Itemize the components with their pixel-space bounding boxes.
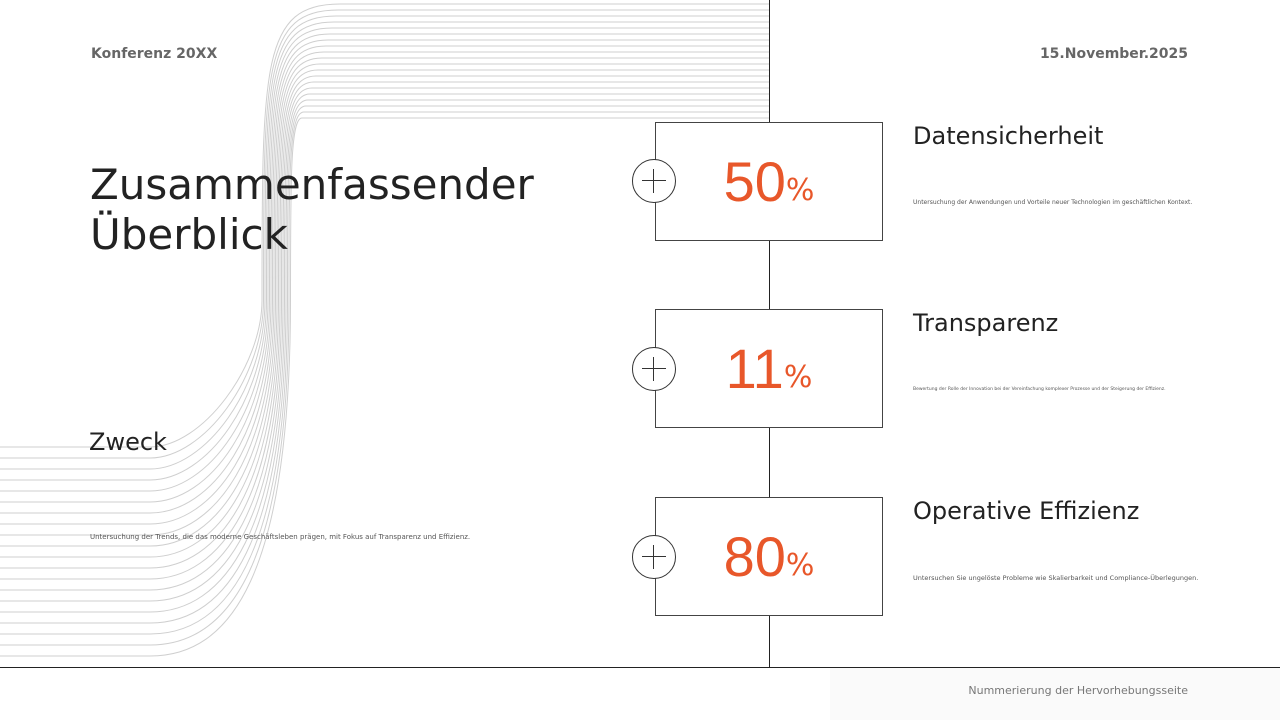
stat-unit: % [785, 173, 815, 208]
footer-divider [0, 667, 1280, 668]
plus-icon[interactable] [632, 347, 676, 391]
decorative-curve [0, 117, 769, 657]
stat-value: 50 [723, 150, 786, 213]
footer-area [830, 668, 1280, 720]
item-text: Bewertung der Rolle der Innovation bei d… [913, 387, 1166, 392]
decorative-curve [0, 21, 769, 481]
decorative-curve [0, 87, 769, 602]
decorative-curve [0, 63, 769, 558]
decorative-curve [0, 27, 769, 492]
decorative-curve [0, 93, 769, 613]
decorative-curve [0, 81, 769, 591]
item-text: Untersuchung der Anwendungen und Vorteil… [913, 199, 1193, 206]
conference-label: Konferenz 20XX [91, 46, 218, 62]
decorative-curve [0, 39, 769, 514]
decorative-curve [0, 33, 769, 503]
decorative-curve [0, 57, 769, 547]
decorative-curve [0, 45, 769, 525]
page-title: Zusammenfassender Überblick [90, 160, 534, 259]
plus-icon[interactable] [632, 535, 676, 579]
item-heading: Transparenz [913, 309, 1059, 337]
decorative-curve [0, 3, 769, 448]
item-heading: Operative Effizienz [913, 497, 1140, 525]
stat-unit: % [783, 360, 813, 395]
decorative-curve [0, 69, 769, 569]
plus-icon[interactable] [632, 159, 676, 203]
item-text: Untersuchen Sie ungelöste Probleme wie S… [913, 574, 1199, 582]
decorative-curve [0, 51, 769, 536]
decorative-curve [0, 105, 769, 635]
stat-box-2: 11% [655, 309, 883, 428]
page-number-label: Nummerierung der Hervorhebungsseite [968, 684, 1188, 697]
date-label: 15.November.2025 [1039, 46, 1188, 62]
stat-box-1: 50% [655, 122, 883, 241]
stat-unit: % [785, 548, 815, 583]
decorative-curve [0, 9, 769, 459]
decorative-curve [0, 15, 769, 470]
purpose-heading: Zweck [89, 428, 167, 456]
decorative-curve [0, 75, 769, 580]
stat-value: 11 [725, 337, 784, 400]
stat-box-3: 80% [655, 497, 883, 616]
item-heading: Datensicherheit [913, 122, 1104, 150]
decorative-curve [0, 99, 769, 624]
purpose-text: Untersuchung der Trends, die das moderne… [90, 533, 471, 541]
stat-value: 80 [723, 525, 786, 588]
decorative-curve [0, 111, 769, 646]
